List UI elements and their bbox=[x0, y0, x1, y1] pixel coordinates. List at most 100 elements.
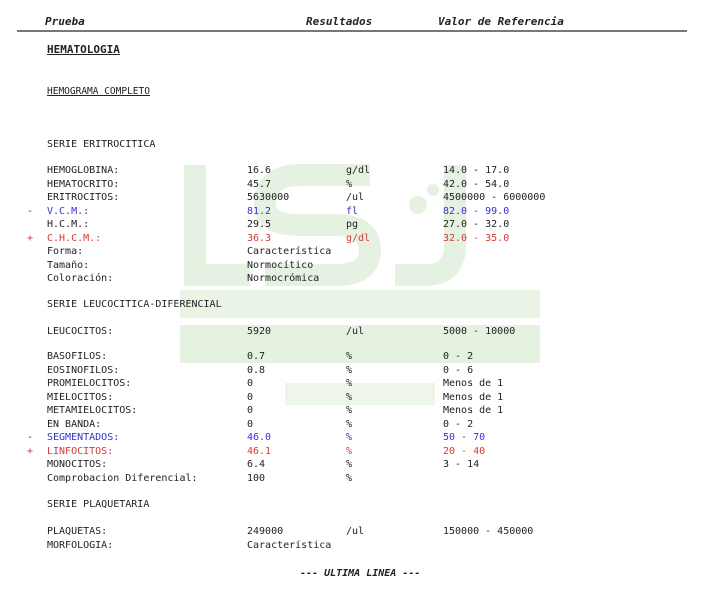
row-unit: % bbox=[346, 178, 353, 190]
row-result: 16.6 bbox=[247, 165, 272, 176]
row-result: 0 bbox=[247, 391, 254, 403]
row-ref: 27.0 - 32.0 bbox=[443, 219, 510, 230]
row-unit: % bbox=[346, 391, 353, 403]
row-name: LEUCOCITOS: bbox=[47, 326, 114, 337]
watermark-dot bbox=[427, 184, 439, 196]
row-ref: Menos de 1 bbox=[443, 391, 504, 403]
row-ref: 150000 - 450000 bbox=[443, 526, 534, 537]
row-ref: 82.0 - 99.0 bbox=[443, 205, 510, 217]
row-ref: 0 - 2 bbox=[443, 351, 474, 362]
row-name: Coloración: bbox=[47, 273, 114, 284]
row-name: ERITROCITOS: bbox=[47, 192, 120, 203]
row-result: 6.4 bbox=[247, 459, 266, 470]
row-flag: + bbox=[27, 232, 34, 244]
row-result: 0.7 bbox=[247, 351, 266, 362]
column-header-reference: Valor de Referencia bbox=[438, 15, 564, 28]
watermark-lsj-mark bbox=[184, 164, 466, 286]
row-name: EOSINOFILOS: bbox=[47, 364, 120, 376]
row-result: 5920 bbox=[247, 326, 272, 337]
row-result: 46.0 bbox=[247, 432, 272, 443]
row-result: 100 bbox=[247, 472, 266, 484]
row-unit: pg bbox=[346, 219, 359, 230]
row-unit: % bbox=[346, 459, 353, 470]
row-name: Tamaño: bbox=[47, 259, 90, 271]
row-result: 249000 bbox=[247, 526, 284, 537]
row-result: 0.8 bbox=[247, 364, 266, 376]
row-name: MONOCITOS: bbox=[47, 459, 108, 470]
column-header-result: Resultados bbox=[306, 15, 373, 28]
footer-last-line: --- ULTIMA LINEA --- bbox=[300, 568, 421, 579]
row-unit: % bbox=[346, 364, 353, 376]
row-result: 0 bbox=[247, 378, 254, 389]
section-title: HEMATOLOGIA bbox=[47, 43, 120, 56]
row-name: HEMOGLOBINA: bbox=[47, 165, 120, 176]
row-ref: Menos de 1 bbox=[443, 378, 504, 389]
row-ref: 42.0 - 54.0 bbox=[443, 178, 510, 190]
row-ref: 32.0 - 35.0 bbox=[443, 232, 510, 244]
watermark-dot bbox=[409, 196, 427, 214]
row-unit: % bbox=[346, 432, 353, 443]
row-name: H.C.M.: bbox=[47, 219, 90, 230]
row-result: 46.1 bbox=[247, 445, 272, 457]
row-name: MORFOLOGIA: bbox=[47, 540, 114, 551]
row-result: 0 bbox=[247, 418, 254, 430]
row-ref: 3 - 14 bbox=[443, 459, 480, 470]
row-unit: % bbox=[346, 445, 353, 457]
watermark-band-san-jose bbox=[180, 325, 540, 363]
row-ref: 0 - 6 bbox=[443, 364, 474, 376]
row-ref: 0 - 2 bbox=[443, 418, 474, 430]
row-unit: /ul bbox=[346, 326, 365, 337]
row-unit: % bbox=[346, 378, 353, 389]
row-ref: 5000 - 10000 bbox=[443, 326, 516, 337]
row-name: V.C.M.: bbox=[47, 205, 90, 217]
row-name: BASOFILOS: bbox=[47, 351, 108, 362]
row-unit: g/dl bbox=[346, 232, 371, 244]
row-unit: % bbox=[346, 405, 353, 416]
row-name: C.H.C.M.: bbox=[47, 232, 102, 244]
row-name: PROMIELOCITOS: bbox=[47, 378, 132, 389]
watermark-band-laboratorios bbox=[180, 290, 540, 318]
row-ref: 20 - 40 bbox=[443, 445, 486, 457]
row-name: HEMATOCRITO: bbox=[47, 178, 120, 190]
row-unit: fl bbox=[346, 205, 359, 217]
group-title: SERIE PLAQUETARIA bbox=[47, 499, 150, 510]
row-flag: - bbox=[27, 432, 34, 443]
column-header-test: Prueba bbox=[45, 15, 85, 28]
row-result: 81.2 bbox=[247, 205, 272, 217]
row-ref: 50 - 70 bbox=[443, 432, 486, 443]
group-title: SERIE LEUCOCITICA-DIFERENCIAL bbox=[47, 299, 222, 310]
header-divider bbox=[17, 30, 687, 32]
row-result: 29.5 bbox=[247, 219, 272, 230]
row-ref: 14.0 - 17.0 bbox=[443, 165, 510, 176]
row-result: Normocítico bbox=[247, 259, 314, 271]
row-unit: /ul bbox=[346, 526, 365, 537]
row-unit: % bbox=[346, 472, 353, 484]
row-unit: /ul bbox=[346, 192, 365, 203]
row-name: PLAQUETAS: bbox=[47, 526, 108, 537]
row-unit: g/dl bbox=[346, 165, 371, 176]
row-result: 5630000 bbox=[247, 192, 290, 203]
row-name: SEGMENTADOS: bbox=[47, 432, 120, 443]
row-flag: - bbox=[27, 205, 34, 217]
row-name: METAMIELOCITOS: bbox=[47, 405, 138, 416]
group-title: SERIE ERITROCITICA bbox=[47, 139, 156, 150]
row-result: 36.3 bbox=[247, 232, 272, 244]
row-result: Característica bbox=[247, 246, 332, 257]
row-result: Normocrómica bbox=[247, 273, 320, 284]
row-result: 0 bbox=[247, 405, 254, 416]
row-name: Comprobacion Diferencial: bbox=[47, 472, 198, 484]
row-ref: Menos de 1 bbox=[443, 405, 504, 416]
row-unit: % bbox=[346, 418, 353, 430]
row-name: MIELOCITOS: bbox=[47, 391, 114, 403]
row-ref: 4500000 - 6000000 bbox=[443, 192, 546, 203]
row-name: EN BANDA: bbox=[47, 418, 102, 430]
subsection-title: HEMOGRAMA COMPLETO bbox=[47, 86, 150, 97]
row-result: Característica bbox=[247, 540, 332, 551]
row-name: Forma: bbox=[47, 246, 84, 257]
row-result: 45.7 bbox=[247, 178, 272, 190]
row-flag: + bbox=[27, 445, 34, 457]
row-name: LINFOCITOS: bbox=[47, 445, 114, 457]
watermark-band-confiables bbox=[285, 383, 435, 405]
row-unit: % bbox=[346, 351, 353, 362]
